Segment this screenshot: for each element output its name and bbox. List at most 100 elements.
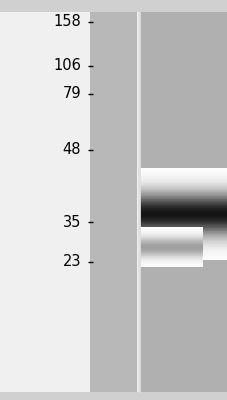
- Bar: [140, 252, 227, 253]
- Bar: [140, 172, 227, 173]
- Bar: [140, 266, 202, 267]
- Bar: [140, 227, 202, 228]
- Bar: [140, 229, 227, 230]
- Bar: [140, 175, 227, 176]
- Bar: [140, 209, 227, 210]
- Bar: [140, 253, 202, 254]
- Bar: [140, 181, 227, 182]
- Bar: [140, 245, 227, 246]
- Bar: [140, 192, 227, 193]
- Bar: [140, 237, 227, 238]
- Bar: [140, 249, 202, 250]
- Bar: [140, 248, 227, 249]
- Bar: [140, 222, 227, 223]
- Bar: [140, 176, 227, 177]
- Bar: [140, 228, 202, 229]
- Bar: [140, 240, 227, 241]
- Bar: [140, 210, 227, 211]
- Bar: [140, 180, 227, 181]
- Bar: [140, 233, 202, 234]
- Bar: [140, 244, 227, 245]
- Bar: [140, 239, 227, 240]
- Bar: [140, 220, 227, 221]
- Bar: [140, 202, 227, 203]
- Bar: [140, 184, 227, 185]
- Bar: [140, 250, 227, 251]
- Bar: [140, 212, 227, 213]
- Text: 48: 48: [62, 142, 81, 158]
- Bar: [140, 262, 202, 263]
- Bar: [140, 253, 227, 254]
- Bar: [140, 243, 202, 244]
- Bar: [140, 195, 227, 196]
- Bar: [140, 250, 202, 251]
- Bar: [140, 239, 202, 240]
- Bar: [140, 227, 227, 228]
- Bar: [140, 231, 227, 232]
- Bar: [140, 236, 227, 237]
- Text: 158: 158: [53, 14, 81, 30]
- Bar: [140, 232, 227, 233]
- Bar: [140, 218, 227, 219]
- Bar: [140, 187, 227, 188]
- Bar: [0, 392, 227, 400]
- Bar: [140, 228, 227, 229]
- Bar: [140, 208, 227, 209]
- Bar: [140, 245, 202, 246]
- Text: 35: 35: [62, 214, 81, 230]
- Bar: [140, 251, 227, 252]
- Bar: [140, 246, 227, 247]
- Bar: [140, 196, 227, 197]
- Bar: [140, 197, 227, 198]
- Bar: [140, 179, 227, 180]
- Bar: [140, 263, 202, 264]
- Bar: [140, 173, 227, 174]
- Bar: [140, 225, 227, 226]
- Bar: [140, 240, 202, 241]
- Bar: [140, 232, 202, 233]
- Bar: [140, 265, 202, 266]
- Bar: [140, 236, 202, 237]
- Bar: [140, 264, 202, 265]
- Bar: [140, 256, 227, 257]
- Bar: [140, 241, 202, 242]
- Bar: [140, 252, 202, 253]
- Bar: [140, 211, 227, 212]
- Bar: [140, 204, 227, 205]
- Bar: [140, 219, 227, 220]
- Bar: [140, 238, 202, 239]
- Bar: [140, 215, 227, 216]
- Bar: [140, 214, 227, 215]
- Bar: [140, 199, 227, 200]
- Bar: [140, 259, 202, 260]
- Bar: [140, 257, 202, 258]
- Bar: [140, 185, 227, 186]
- Bar: [140, 207, 227, 208]
- Bar: [140, 259, 227, 260]
- Bar: [140, 254, 202, 255]
- Bar: [140, 230, 227, 231]
- Bar: [140, 213, 227, 214]
- Bar: [140, 12, 227, 392]
- Text: 106: 106: [53, 58, 81, 74]
- Bar: [140, 248, 202, 249]
- Bar: [140, 194, 227, 195]
- Text: 23: 23: [62, 254, 81, 270]
- Bar: [140, 254, 227, 255]
- Bar: [140, 237, 202, 238]
- Bar: [140, 256, 202, 257]
- Bar: [140, 230, 202, 231]
- Bar: [140, 171, 227, 172]
- Bar: [140, 200, 227, 201]
- Bar: [140, 193, 227, 194]
- Bar: [140, 186, 227, 187]
- Bar: [140, 191, 227, 192]
- Bar: [140, 241, 227, 242]
- Bar: [140, 242, 202, 243]
- Bar: [140, 226, 227, 227]
- Bar: [140, 238, 227, 239]
- Bar: [140, 235, 227, 236]
- Bar: [140, 201, 227, 202]
- Bar: [140, 251, 202, 252]
- Bar: [140, 178, 227, 179]
